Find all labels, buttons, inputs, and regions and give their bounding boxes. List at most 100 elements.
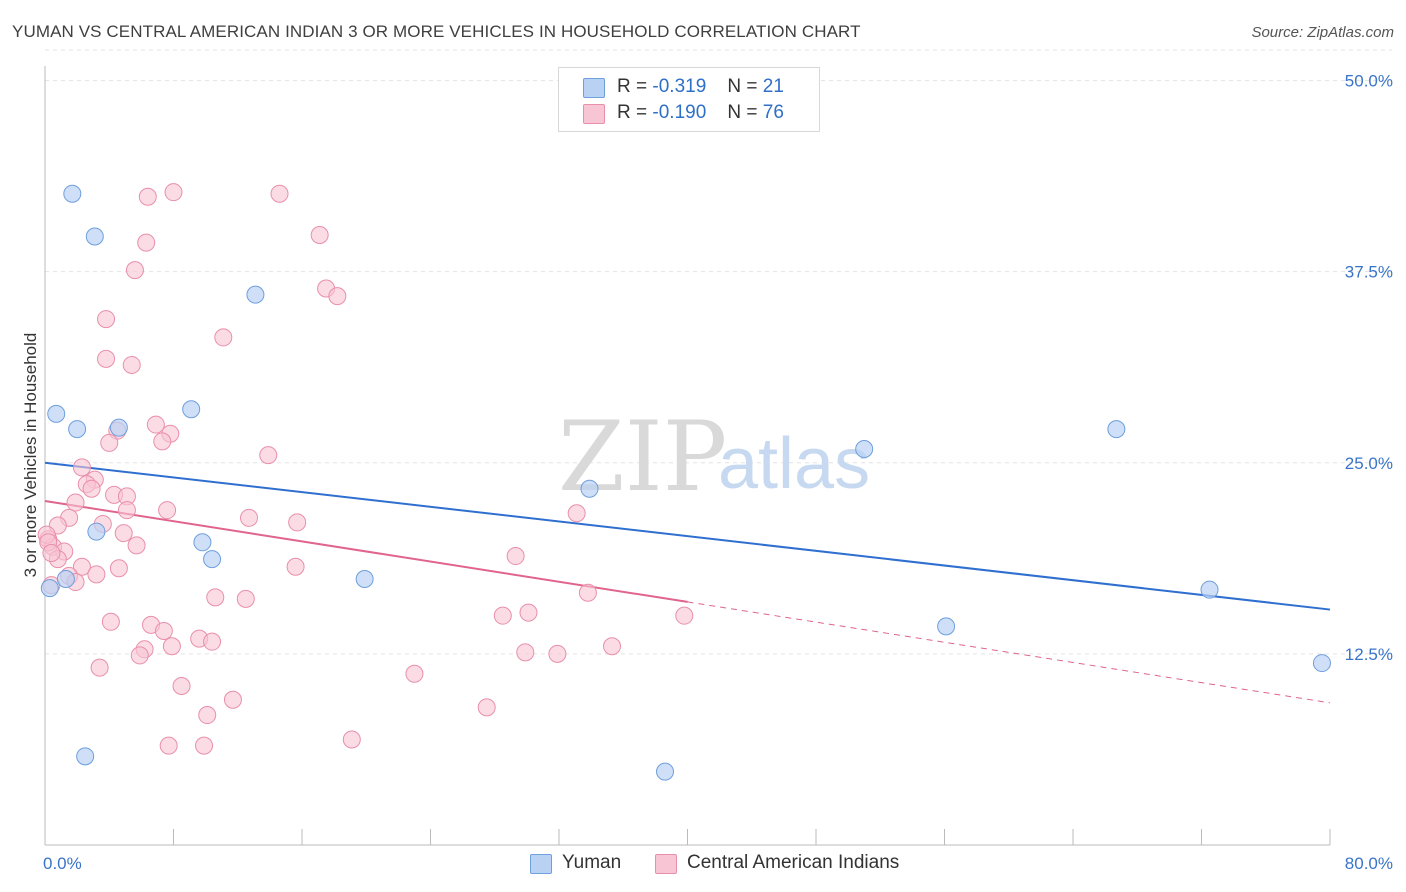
yuman-point (68, 420, 87, 439)
central-point (87, 565, 106, 584)
legend-central-n: 76 (762, 102, 784, 123)
central-point (493, 606, 512, 625)
central-point (72, 458, 91, 477)
yuman-point (203, 550, 222, 569)
central-point (477, 698, 496, 717)
yuman-point (182, 400, 201, 419)
yuman-point (1200, 580, 1219, 599)
central-point (239, 508, 258, 527)
central-point (198, 706, 217, 725)
y-tick-label: 50.0% (1345, 72, 1393, 91)
legend-label-central: Central American Indians (687, 852, 900, 873)
legend-yuman-n: 21 (762, 76, 784, 97)
yuman-point (109, 418, 128, 437)
yuman-point (937, 617, 956, 636)
axes (44, 66, 1331, 846)
central-point (127, 536, 146, 555)
central-point (154, 621, 173, 640)
watermark-atlas: atlas (718, 424, 870, 504)
central-trend-extension (687, 601, 1331, 704)
central-point (206, 588, 225, 607)
central-point (164, 183, 183, 202)
yuman-point (1312, 654, 1331, 673)
central-point (138, 187, 157, 206)
tick-labels: 12.5% 25.0% 37.5% 50.0% 0.0% 80.0% (43, 72, 1393, 873)
yuman-trend-line (44, 461, 1331, 611)
central-point (516, 643, 535, 662)
data-points (37, 183, 1331, 781)
central-point (42, 543, 61, 562)
yuman-point (855, 440, 874, 459)
central-point (270, 184, 289, 203)
central-point (288, 513, 307, 532)
central-point (286, 557, 305, 576)
central-point (214, 328, 233, 347)
central-point (100, 433, 119, 452)
central-point (130, 646, 149, 665)
legend-swatch-central (583, 104, 605, 124)
yuman-point (656, 762, 675, 781)
yuman-point (76, 747, 95, 766)
legend-swatch-yuman (583, 78, 605, 98)
central-point (195, 736, 214, 755)
gridlines (45, 49, 1392, 655)
legend-yuman-r: -0.319 (652, 76, 707, 97)
central-point (158, 501, 177, 520)
central-point (405, 664, 424, 683)
legend-r-label: R = (617, 76, 648, 97)
central-point (342, 730, 361, 749)
central-point (101, 612, 120, 631)
correlation-legend: R = -0.319 N = 21 R = -0.190 N = 76 (558, 67, 820, 132)
yuman-point (246, 285, 265, 304)
yuman-point (85, 227, 104, 246)
central-point (153, 432, 172, 451)
yuman-point (40, 579, 59, 598)
central-point (137, 233, 156, 252)
yuman-point (193, 533, 212, 552)
central-point (146, 415, 165, 434)
central-point (603, 637, 622, 656)
legend-r-label: R = (617, 102, 648, 123)
central-point (122, 355, 141, 374)
legend-n-label: N = (727, 102, 758, 123)
yuman-point (355, 569, 374, 588)
central-point (97, 310, 116, 329)
central-point (66, 493, 85, 512)
legend-swatch-yuman (530, 854, 552, 874)
central-point (259, 446, 278, 465)
central-point (675, 606, 694, 625)
central-point (548, 644, 567, 663)
central-point (172, 677, 191, 695)
x-tick-label: 0.0% (43, 854, 82, 873)
central-point (236, 589, 255, 608)
y-tick-label: 25.0% (1345, 454, 1393, 473)
central-point (328, 287, 347, 306)
central-point (82, 479, 101, 498)
central-point (223, 690, 242, 709)
watermark: ZIP atlas (558, 401, 870, 513)
central-trend-line (44, 500, 688, 603)
y-axis-label: 3 or more Vehicles in Household (21, 333, 40, 578)
central-point (114, 524, 133, 543)
central-point (519, 603, 538, 622)
x-tick-label: 80.0% (1345, 854, 1393, 873)
legend-swatch-central (655, 854, 677, 874)
yuman-point (1107, 420, 1126, 439)
central-point (97, 349, 116, 368)
legend-label-yuman: Yuman (562, 852, 622, 873)
trend-lines (44, 461, 1331, 704)
yuman-point (56, 569, 75, 588)
yuman-point (63, 184, 82, 203)
legend-n-label: N = (727, 76, 758, 97)
central-point (90, 658, 109, 677)
chart-title: YUMAN VS CENTRAL AMERICAN INDIAN 3 OR MO… (12, 22, 861, 41)
central-point (162, 637, 181, 656)
y-tick-label: 12.5% (1345, 645, 1393, 664)
yuman-point (87, 522, 106, 541)
legend-central-r: -0.190 (652, 102, 707, 123)
yuman-point (47, 404, 66, 423)
central-point (72, 557, 91, 576)
yuman-point (580, 479, 599, 498)
central-point (109, 559, 128, 578)
